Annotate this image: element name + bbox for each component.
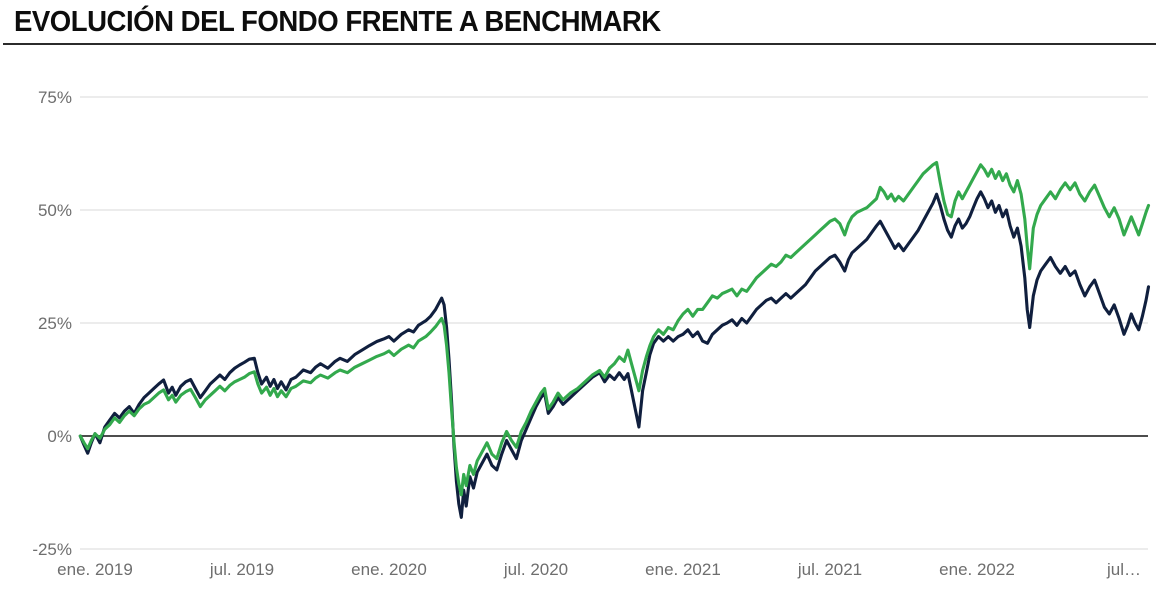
line-series_green bbox=[78, 160, 1151, 497]
y-tick-label--25%: -25% bbox=[32, 540, 72, 559]
x-tick-label-ene. 2019: ene. 2019 bbox=[57, 560, 133, 579]
x-tick-label-ene. 2020: ene. 2020 bbox=[351, 560, 427, 579]
x-tick-label-jul…: jul… bbox=[1106, 560, 1141, 579]
title-underline bbox=[3, 43, 1156, 45]
x-tick-label-ene. 2021: ene. 2021 bbox=[645, 560, 721, 579]
page-title: EVOLUCIÓN DEL FONDO FRENTE A BENCHMARK bbox=[14, 6, 661, 38]
x-tick-label-jul. 2021: jul. 2021 bbox=[797, 560, 862, 579]
x-tick-label-jul. 2019: jul. 2019 bbox=[209, 560, 274, 579]
line-series_navy bbox=[78, 190, 1151, 519]
y-tick-label-25%: 25% bbox=[38, 314, 72, 333]
y-tick-label-50%: 50% bbox=[38, 201, 72, 220]
x-tick-label-ene. 2022: ene. 2022 bbox=[939, 560, 1015, 579]
y-tick-label-0%: 0% bbox=[47, 427, 72, 446]
y-tick-label-75%: 75% bbox=[38, 88, 72, 107]
x-tick-label-jul. 2020: jul. 2020 bbox=[503, 560, 568, 579]
